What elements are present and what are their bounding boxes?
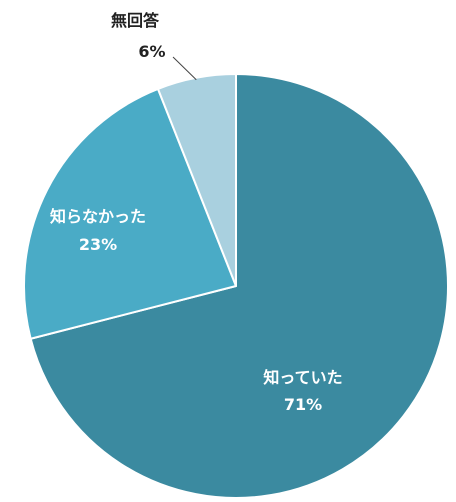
slice-value-known: 71% [284,395,322,414]
label-no-answer: 無回答 6% [111,11,166,61]
slice-unknown [23,87,237,340]
slice-label-known: 知っていた [263,368,342,387]
slice-no-answer [156,73,237,287]
slice-label-no-answer: 無回答 [111,11,160,30]
slice-known [29,73,449,499]
slice-label-unknown: 知らなかった [50,207,146,226]
pie-slices [23,73,449,499]
leader-line-no-answer [172,56,197,81]
slice-value-no-answer: 6% [138,42,165,61]
label-known: 知っていた 71% [263,368,342,414]
label-unknown: 知らなかった 23% [50,207,146,254]
slice-value-unknown: 23% [79,235,117,254]
